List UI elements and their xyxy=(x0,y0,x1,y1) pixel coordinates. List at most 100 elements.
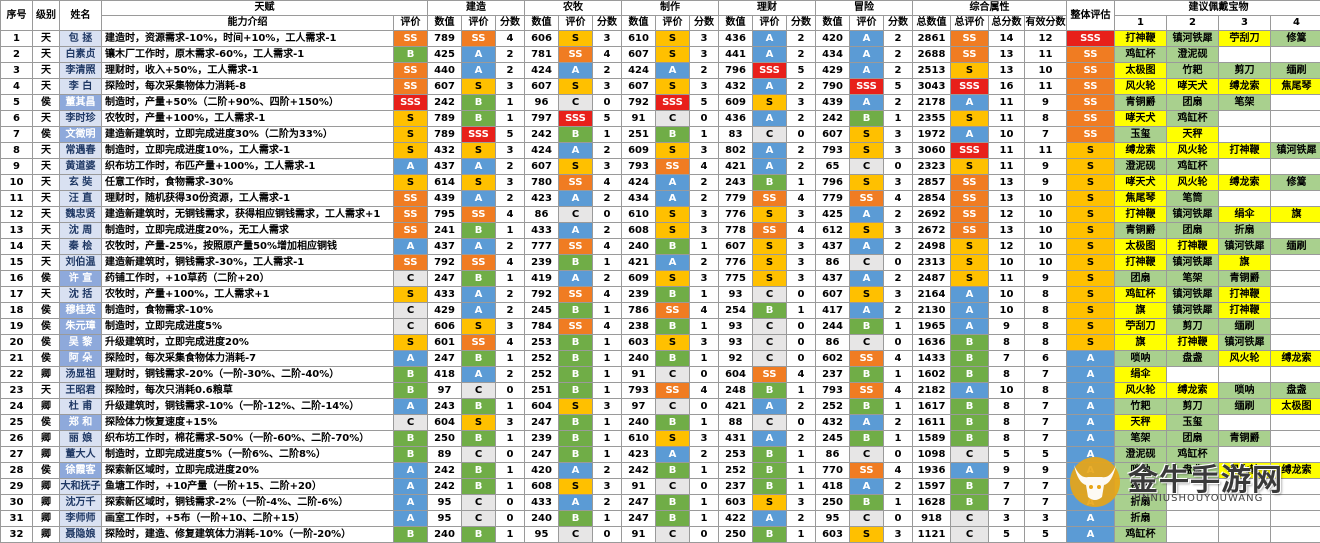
build-rating: SSS xyxy=(462,127,496,143)
craft-score: 3 xyxy=(690,143,719,159)
craft-rating: B xyxy=(656,415,690,431)
farm-score: 2 xyxy=(593,271,622,287)
farm-value: 433 xyxy=(525,223,559,239)
craft-score: 1 xyxy=(690,463,719,479)
row-index: 11 xyxy=(1,191,33,207)
talent-intro: 探险时，每次采集物体力消耗-8 xyxy=(102,79,394,95)
treasure-4 xyxy=(1271,367,1320,383)
treasure-1: 鸡缸杯 xyxy=(1115,47,1167,63)
craft-value: 610 xyxy=(622,207,656,223)
total-score: 11 xyxy=(989,271,1025,287)
row-index: 27 xyxy=(1,447,33,463)
total-value: 1433 xyxy=(913,351,951,367)
header-name: 姓名 xyxy=(60,1,102,31)
total-value: 2513 xyxy=(913,63,951,79)
finance-score: 0 xyxy=(787,415,816,431)
treasure-3: 剪刀 xyxy=(1219,63,1271,79)
finance-value: 243 xyxy=(719,175,753,191)
build-score: 2 xyxy=(496,287,525,303)
adventure-rating: A xyxy=(850,207,884,223)
finance-rating: C xyxy=(753,351,787,367)
farm-value: 86 xyxy=(525,207,559,223)
build-score: 0 xyxy=(496,495,525,511)
total-value: 3043 xyxy=(913,79,951,95)
header-eval: 整体评估 xyxy=(1067,1,1115,31)
total-score: 5 xyxy=(989,527,1025,543)
build-score: 1 xyxy=(496,527,525,543)
treasure-3: 打神鞭 xyxy=(1219,143,1271,159)
build-rating: SS xyxy=(462,335,496,351)
craft-value: 91 xyxy=(622,479,656,495)
craft-score: 3 xyxy=(690,79,719,95)
build-value: 242 xyxy=(428,479,462,495)
adventure-rating: S xyxy=(850,175,884,191)
talent-rating: SS xyxy=(394,31,428,47)
finance-score: 1 xyxy=(787,175,816,191)
total-value: 2672 xyxy=(913,223,951,239)
craft-score: 2 xyxy=(690,175,719,191)
treasure-1: 苧刮刀 xyxy=(1115,319,1167,335)
craft-value: 97 xyxy=(622,399,656,415)
farm-value: 239 xyxy=(525,255,559,271)
adventure-score: 3 xyxy=(884,223,913,239)
craft-score: 3 xyxy=(690,31,719,47)
finance-score: 4 xyxy=(787,223,816,239)
total-value: 2130 xyxy=(913,303,951,319)
treasure-2: 缚龙索 xyxy=(1167,383,1219,399)
build-value: 241 xyxy=(428,223,462,239)
craft-score: 0 xyxy=(690,399,719,415)
talent-intro: 农牧时，产量+100%，工人需求-1 xyxy=(102,111,394,127)
row-index: 4 xyxy=(1,79,33,95)
overall-eval: A xyxy=(1067,351,1115,367)
adventure-rating: A xyxy=(850,303,884,319)
build-value: 418 xyxy=(428,367,462,383)
row-level: 卿 xyxy=(33,479,60,495)
total-rating: B xyxy=(951,495,989,511)
finance-value: 237 xyxy=(719,479,753,495)
overall-eval: A xyxy=(1067,399,1115,415)
treasure-1: 竹耙 xyxy=(1115,399,1167,415)
valid-score: 9 xyxy=(1025,271,1067,287)
adventure-score: 2 xyxy=(884,95,913,111)
build-rating: A xyxy=(462,287,496,303)
finance-score: 2 xyxy=(787,111,816,127)
farm-rating: B xyxy=(559,447,593,463)
overall-eval: S xyxy=(1067,335,1115,351)
farm-value: 781 xyxy=(525,47,559,63)
overall-eval: A xyxy=(1067,495,1115,511)
row-index: 2 xyxy=(1,47,33,63)
row-index: 32 xyxy=(1,527,33,543)
treasure-4: 修篙 xyxy=(1271,31,1320,47)
treasure-3 xyxy=(1219,191,1271,207)
talent-intro: 探险时，建造、修复建筑体力消耗-10%（一阶-20%） xyxy=(102,527,394,543)
finance-rating: S xyxy=(753,495,787,511)
adventure-value: 250 xyxy=(816,495,850,511)
treasure-4: 缚龙索 xyxy=(1271,463,1320,479)
adventure-rating: S xyxy=(850,223,884,239)
build-value: 437 xyxy=(428,239,462,255)
craft-score: 5 xyxy=(690,95,719,111)
treasure-2: 盘盏 xyxy=(1167,463,1219,479)
treasure-2: 团扇 xyxy=(1167,431,1219,447)
craft-score: 4 xyxy=(690,383,719,399)
header-finance-val: 数值 xyxy=(719,16,753,31)
row-level: 天 xyxy=(33,47,60,63)
finance-value: 432 xyxy=(719,79,753,95)
total-rating: B xyxy=(951,399,989,415)
build-value: 97 xyxy=(428,383,462,399)
build-rating: S xyxy=(462,319,496,335)
treasure-1: 打神鞭 xyxy=(1115,207,1167,223)
finance-rating: S xyxy=(753,255,787,271)
finance-score: 2 xyxy=(787,159,816,175)
valid-score: 5 xyxy=(1025,447,1067,463)
talent-intro: 升级建筑时，铜钱需求-10%（一阶-12%、二阶-14%） xyxy=(102,399,394,415)
talent-intro: 建造新建筑时，无铜钱需求，获得相应铜钱需求，工人需求+1 xyxy=(102,207,394,223)
build-score: 1 xyxy=(496,431,525,447)
treasure-4 xyxy=(1271,111,1320,127)
row-index: 21 xyxy=(1,351,33,367)
row-index: 18 xyxy=(1,303,33,319)
row-level: 侯 xyxy=(33,335,60,351)
finance-score: 1 xyxy=(787,479,816,495)
